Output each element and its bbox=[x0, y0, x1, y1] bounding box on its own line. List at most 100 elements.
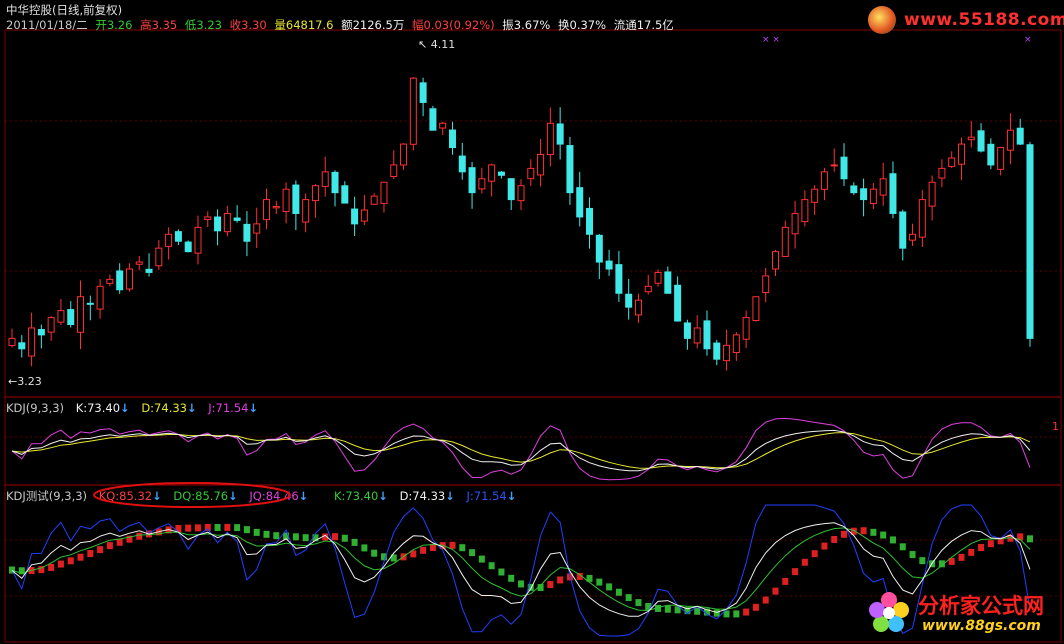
logo-top-text: www.55188.com bbox=[904, 10, 1064, 30]
kq-bar bbox=[351, 538, 358, 546]
kq-bar bbox=[410, 550, 417, 558]
kq-bar bbox=[77, 553, 84, 561]
candle-body bbox=[478, 178, 486, 190]
kdj-k-value: K:73.40↓ bbox=[75, 401, 130, 415]
kq-bar bbox=[987, 540, 994, 548]
kq-bar bbox=[312, 534, 319, 542]
kq-bar bbox=[185, 524, 192, 532]
candle-body bbox=[909, 233, 917, 241]
down-arrow-icon: ↓ bbox=[378, 489, 388, 503]
candle-body bbox=[439, 122, 447, 129]
kq-bar bbox=[831, 535, 838, 543]
candle-body bbox=[732, 334, 740, 354]
candle-body bbox=[860, 188, 868, 201]
candle-body bbox=[811, 188, 819, 203]
stock-name-label: 中华控股(日线,前复权) bbox=[6, 3, 123, 17]
logo-circle-icon bbox=[868, 6, 896, 34]
candle-body bbox=[174, 231, 182, 242]
site-logo-top[interactable]: www.55188.com bbox=[868, 4, 1064, 36]
kq-bar bbox=[273, 532, 280, 540]
kq-bar bbox=[889, 536, 896, 544]
kdj-lines bbox=[11, 417, 1031, 481]
candle-body bbox=[840, 156, 848, 180]
kq-bar bbox=[263, 530, 270, 538]
kdj-name: KDJ(9,3,3) bbox=[6, 401, 65, 415]
d2-line bbox=[11, 527, 1031, 612]
candle-body bbox=[781, 226, 789, 257]
kq-bar bbox=[801, 558, 808, 566]
candle-body bbox=[135, 261, 143, 265]
candle-body bbox=[106, 278, 114, 284]
candle-body bbox=[899, 211, 907, 249]
candle-body bbox=[791, 212, 799, 235]
candle-body bbox=[987, 143, 995, 166]
kq-bar bbox=[459, 544, 466, 552]
kq-bar bbox=[322, 533, 329, 541]
kq-bar bbox=[469, 549, 476, 557]
candle-body bbox=[77, 296, 85, 333]
kdj-test-panel-title: KDJ测试(9,3,3) KQ:85.32↓ DQ:85.76↓ JQ:84.4… bbox=[6, 488, 524, 504]
kq-bar bbox=[596, 578, 603, 586]
candle-body bbox=[693, 327, 701, 344]
kq-bar bbox=[537, 584, 544, 592]
candle-body bbox=[762, 275, 770, 294]
candle-body bbox=[116, 270, 124, 291]
kq-bar bbox=[635, 599, 642, 607]
kq-bar bbox=[850, 527, 857, 535]
candle-body bbox=[507, 178, 515, 201]
down-arrow-icon: ↓ bbox=[152, 489, 162, 503]
kq-bar bbox=[557, 576, 564, 584]
candle-body bbox=[967, 136, 975, 141]
kq-bar bbox=[38, 566, 45, 574]
kq-bar bbox=[919, 557, 926, 565]
candle-body bbox=[605, 260, 613, 270]
candle-body bbox=[517, 185, 525, 202]
kq-bar bbox=[478, 555, 485, 563]
kq-bar bbox=[664, 605, 671, 613]
candle-body bbox=[625, 293, 633, 308]
candle-body bbox=[820, 171, 828, 190]
candle-body bbox=[595, 234, 603, 263]
candle-body bbox=[253, 223, 261, 234]
low-price-label: ←3.23 bbox=[8, 375, 42, 388]
kdj-j-value: J:71.54↓ bbox=[208, 401, 259, 415]
candle-body bbox=[1026, 144, 1034, 339]
candle-body bbox=[292, 184, 300, 214]
change-value: 幅0.03(0.92%) bbox=[412, 18, 495, 32]
turnover-value: 换0.37% bbox=[558, 18, 607, 32]
candle-body bbox=[360, 209, 368, 222]
kq-bar bbox=[909, 551, 916, 559]
date-label: 2011/01/18/二 bbox=[6, 18, 88, 32]
kq-bar bbox=[703, 608, 710, 616]
down-arrow-icon: ↓ bbox=[120, 401, 130, 415]
candle-body bbox=[1006, 129, 1014, 151]
candle-body bbox=[390, 164, 398, 178]
candle-body bbox=[850, 185, 858, 194]
kdj-test-j-value: J:71.54↓ bbox=[466, 489, 517, 503]
kq-bar bbox=[48, 563, 55, 571]
candle-body bbox=[204, 216, 212, 220]
kq-bar bbox=[733, 610, 740, 618]
candle-body bbox=[497, 171, 505, 176]
candle-body bbox=[674, 284, 682, 322]
candle-body bbox=[272, 206, 280, 209]
site-logo-bottom[interactable]: 分析家公式网 www.88gs.com bbox=[862, 584, 1062, 642]
candle-body bbox=[957, 143, 965, 165]
dq-value: DQ:85.76↓ bbox=[173, 489, 238, 503]
kq-bar bbox=[283, 532, 290, 540]
kq-bar bbox=[292, 533, 299, 541]
candle-body bbox=[233, 217, 241, 221]
candle-body bbox=[194, 226, 202, 254]
candle-body bbox=[184, 241, 192, 253]
kq-bar bbox=[723, 610, 730, 618]
kq-bar bbox=[87, 550, 94, 558]
logo-bottom-url: www.88gs.com bbox=[922, 618, 1041, 634]
kq-bar bbox=[752, 603, 759, 611]
amount-value: 额2126.5万 bbox=[341, 18, 405, 32]
candle-body bbox=[419, 82, 427, 103]
candle-body bbox=[869, 188, 877, 204]
down-arrow-icon: ↓ bbox=[228, 489, 238, 503]
kq-bar bbox=[126, 535, 133, 543]
flower-icon bbox=[869, 592, 909, 632]
